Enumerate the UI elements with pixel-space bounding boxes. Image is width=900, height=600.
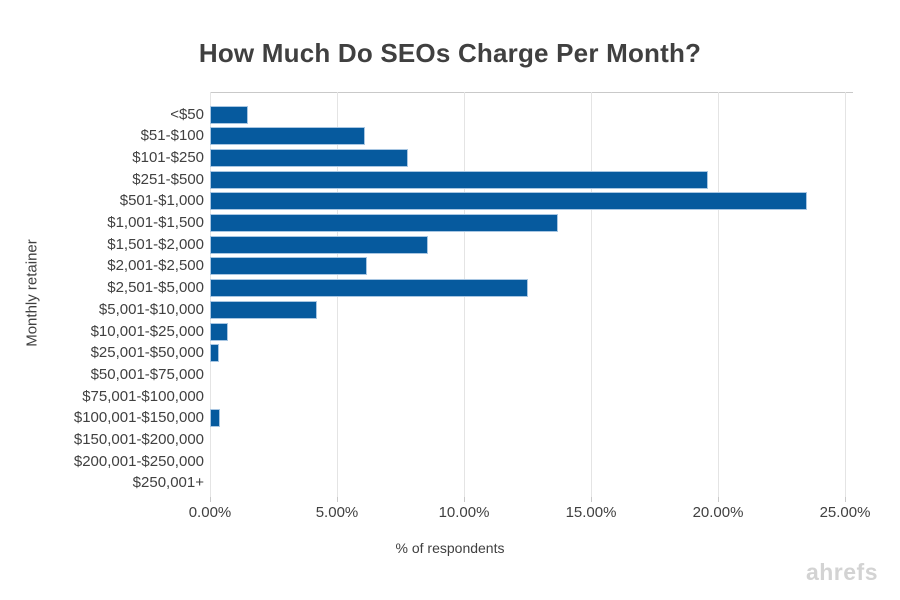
bar <box>210 322 228 341</box>
bar <box>210 127 365 146</box>
x-tick-label: 25.00% <box>819 504 871 521</box>
gridline <box>845 92 846 497</box>
x-tick-label: 0.00% <box>188 504 232 521</box>
category-label: $101-$250 <box>132 148 204 166</box>
bar <box>210 148 409 167</box>
category-label: $51-$100 <box>140 127 204 145</box>
category-label: <$50 <box>170 105 204 123</box>
gridline <box>591 92 592 497</box>
category-label: $250,001+ <box>132 474 204 492</box>
ahrefs-logo: ahrefs <box>805 559 878 585</box>
x-tick-label: 10.00% <box>438 504 490 521</box>
category-label: $1,501-$2,000 <box>107 235 204 253</box>
bar <box>210 214 558 232</box>
category-label: $2,501-$5,000 <box>107 279 204 297</box>
bar <box>210 409 221 428</box>
x-axis-tick <box>464 497 465 502</box>
x-axis-tick <box>591 497 592 502</box>
gridline <box>718 92 719 497</box>
bar <box>210 279 528 298</box>
category-label: $2,001-$2,500 <box>107 257 204 275</box>
bar <box>210 344 219 363</box>
category-label: $100,001-$150,000 <box>73 409 204 427</box>
x-tick-label: 15.00% <box>565 504 617 521</box>
bar <box>210 105 249 124</box>
bar <box>210 192 807 211</box>
bar <box>210 170 708 189</box>
category-label: $1,001-$1,500 <box>107 214 204 231</box>
x-axis-tick <box>718 497 719 502</box>
category-label: $25,001-$50,000 <box>90 344 204 362</box>
category-label: $501-$1,000 <box>119 192 204 210</box>
bar <box>210 235 429 254</box>
chart-title: How Much Do SEOs Charge Per Month? <box>198 38 702 68</box>
category-label: $251-$500 <box>132 170 204 188</box>
category-label: $150,001-$200,000 <box>73 431 204 448</box>
plot-top-border <box>210 92 853 93</box>
category-label: $75,001-$100,000 <box>82 387 204 405</box>
x-tick-label: 5.00% <box>315 504 359 521</box>
category-label: $5,001-$10,000 <box>98 300 204 318</box>
bar <box>210 257 368 276</box>
category-label: $10,001-$25,000 <box>90 322 204 340</box>
x-axis-tick <box>337 497 338 502</box>
category-label: $200,001-$250,000 <box>73 452 204 470</box>
category-label: $50,001-$75,000 <box>90 365 204 383</box>
x-tick-label: 20.00% <box>692 504 744 521</box>
bar <box>210 300 317 319</box>
x-axis-title: % of respondents <box>395 540 505 556</box>
x-axis-tick <box>210 497 211 502</box>
x-axis-tick <box>845 497 846 502</box>
